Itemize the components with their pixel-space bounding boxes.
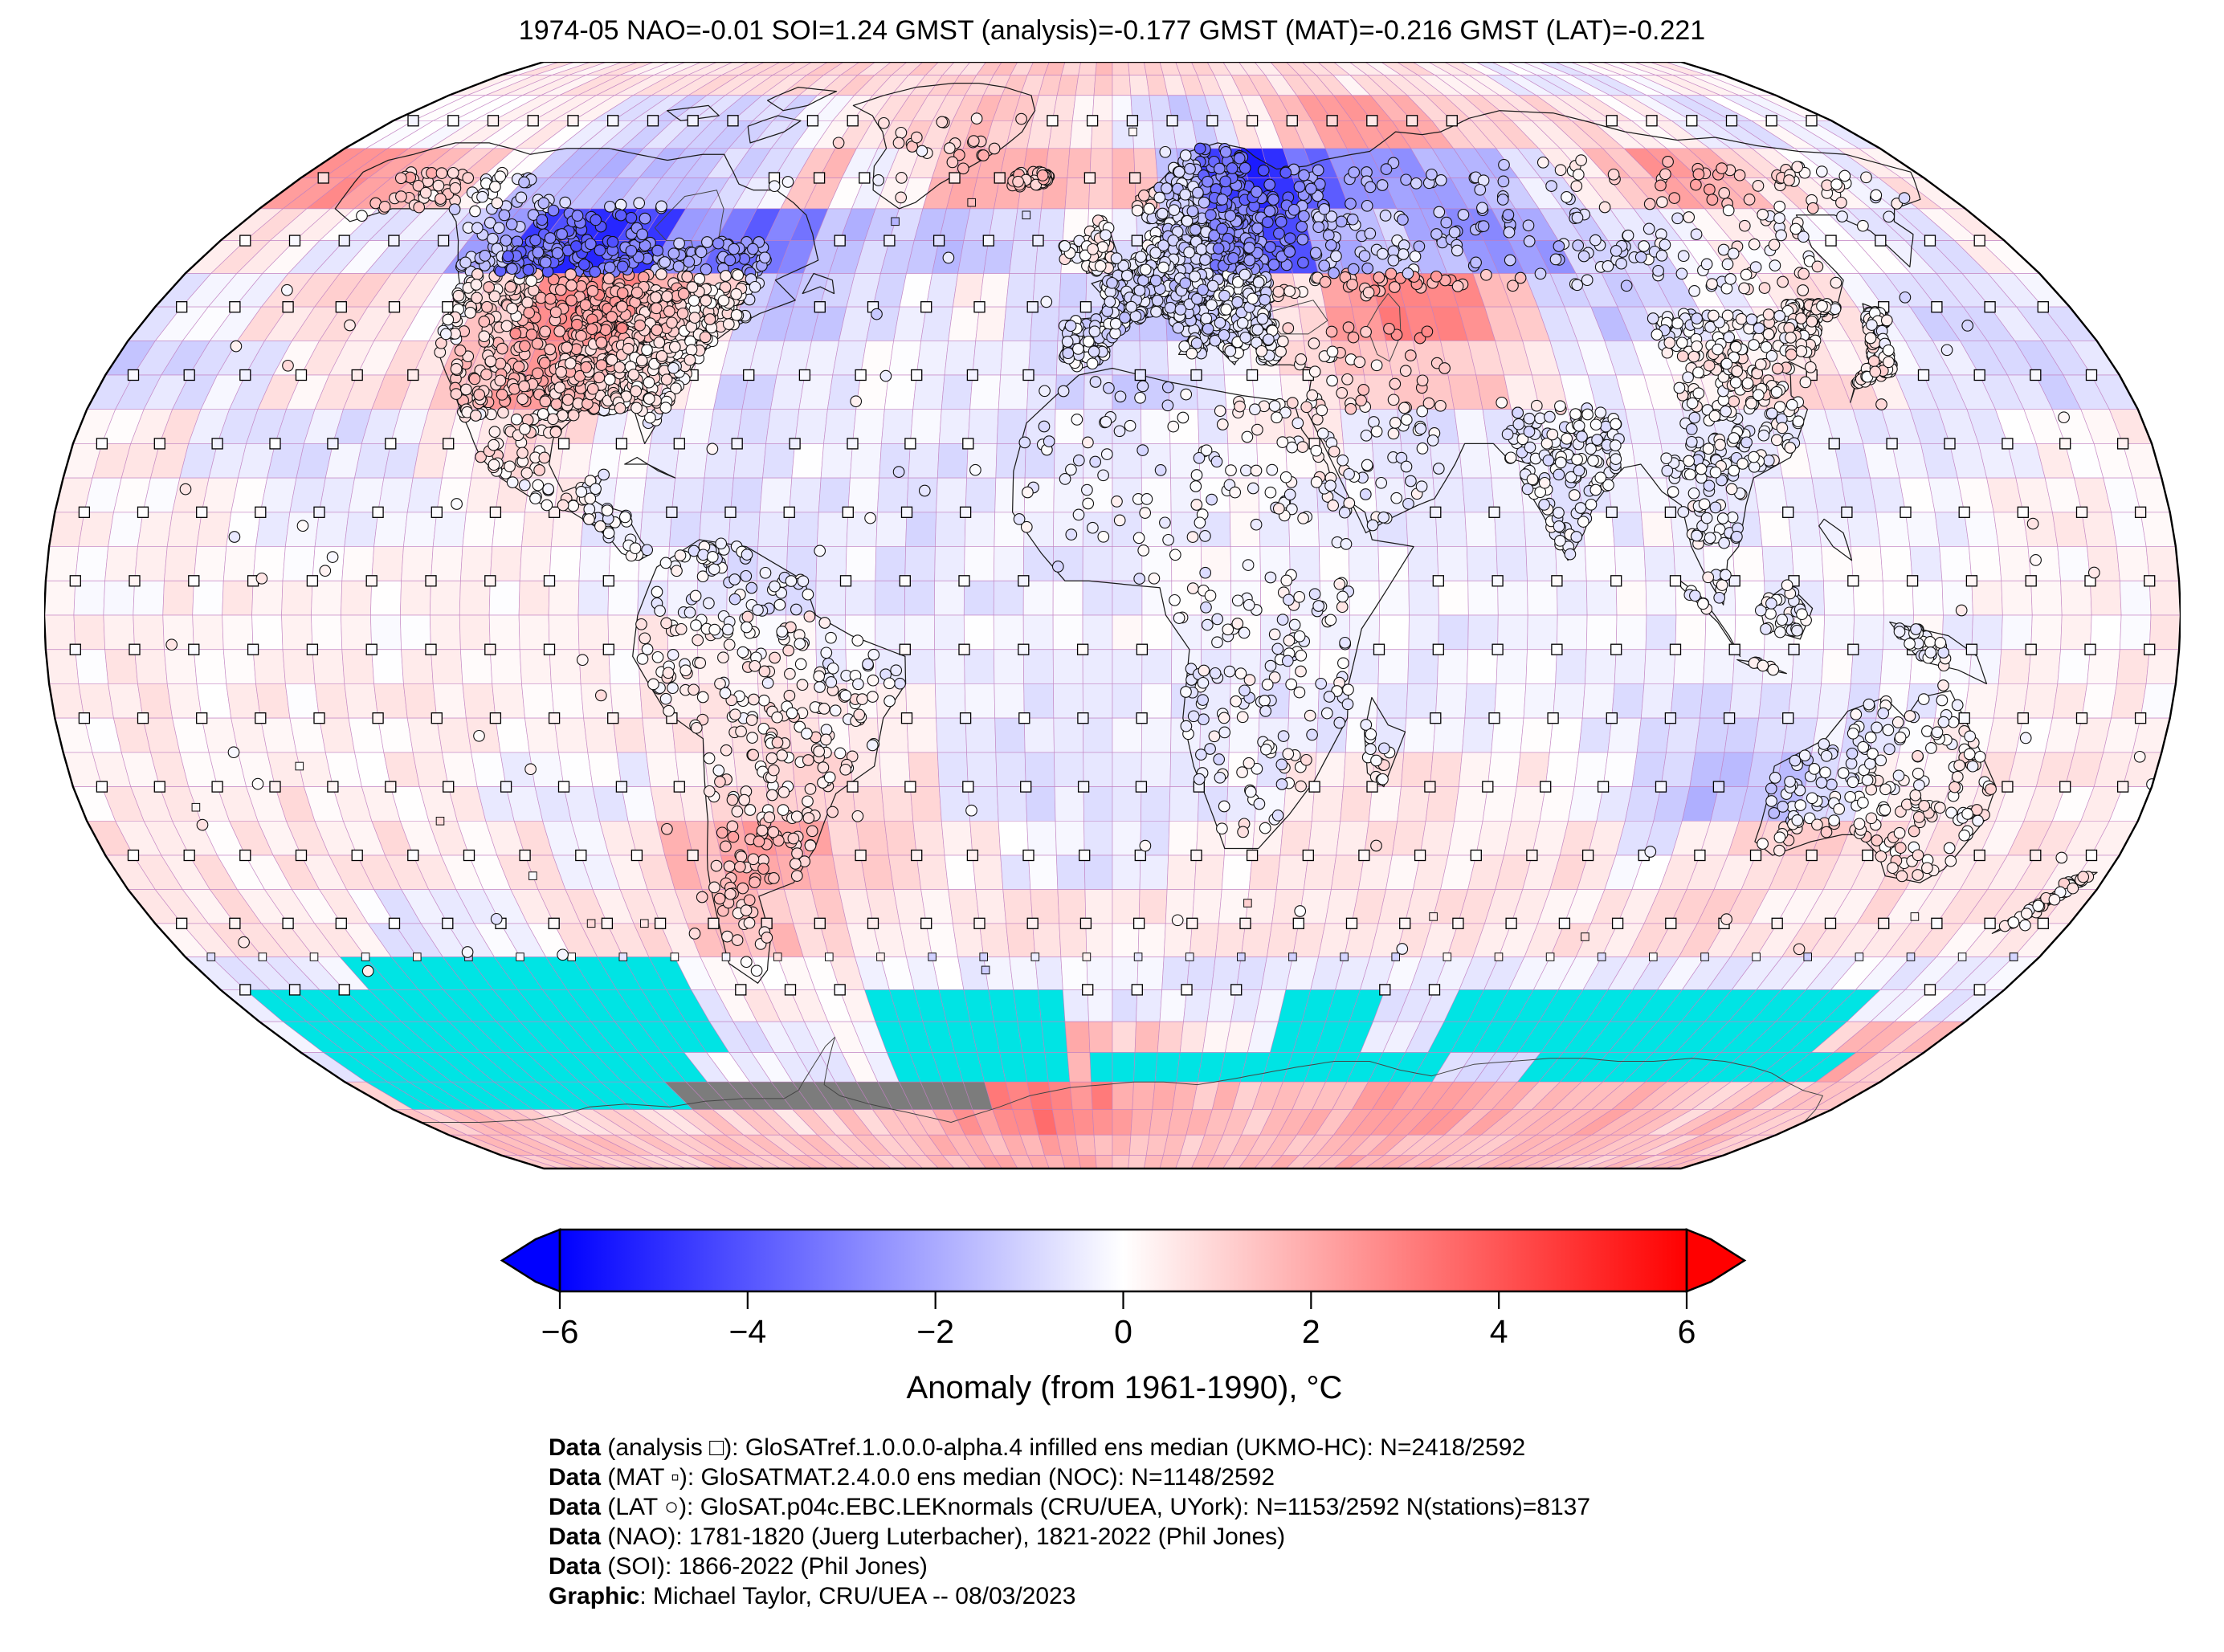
footer-line-label: Data — [549, 1464, 602, 1491]
data-attribution-block: Data (analysis □): GloSATref.1.0.0.0-alp… — [549, 1433, 1590, 1611]
colorbar-right-arrow — [1685, 1228, 1747, 1293]
colorbar-gradient — [560, 1230, 1687, 1291]
footer-line: Data (SOI): 1866-2022 (Phil Jones) — [549, 1552, 1590, 1581]
footer-line: Data (MAT ▫): GloSATMAT.2.4.0.0 ens medi… — [549, 1462, 1590, 1492]
footer-line: Data (LAT ○): GloSAT.p04c.EBC.LEKnormals… — [549, 1492, 1590, 1522]
colorbar: −6 −4 −2 0 2 4 6 — [500, 1228, 1747, 1350]
colorbar-tick-label: 2 — [1302, 1313, 1320, 1350]
footer-line-text: (MAT ▫): GloSATMAT.2.4.0.0 ens median (N… — [601, 1464, 1275, 1491]
mat-square-markers — [191, 127, 2018, 975]
footer-line-label: Data — [549, 1553, 602, 1580]
footer-line-label: Data — [549, 1434, 602, 1461]
map-outline — [44, 62, 2181, 1170]
footer-line: Graphic: Michael Taylor, CRU/UEA -- 08/0… — [549, 1581, 1590, 1611]
colorbar-tick-label: −6 — [541, 1313, 579, 1350]
figure-title: 1974-05 NAO=-0.01 SOI=1.24 GMST (analysi… — [518, 15, 1706, 46]
station-circle-markers — [165, 112, 2158, 977]
anomaly-cells — [44, 62, 2181, 1169]
analysis-square-markers — [69, 115, 2156, 996]
footer-line-text: : Michael Taylor, CRU/UEA -- 08/03/2023 — [639, 1583, 1076, 1609]
footer-line-text: (LAT ○): GloSAT.p04c.EBC.LEKnormals (CRU… — [601, 1494, 1591, 1520]
world-anomaly-map — [44, 62, 2181, 1170]
colorbar-tick-label: −4 — [728, 1313, 766, 1350]
colorbar-tick-label: 6 — [1678, 1313, 1696, 1350]
footer-line-label: Data — [549, 1494, 602, 1520]
colorbar-axis-label: Anomaly (from 1961-1990), °C — [906, 1370, 1343, 1405]
footer-line-label: Data — [549, 1524, 602, 1550]
footer-line-text: (analysis □): GloSATref.1.0.0.0-alpha.4 … — [601, 1434, 1526, 1461]
footer-line: Data (analysis □): GloSATref.1.0.0.0-alp… — [549, 1433, 1590, 1462]
colorbar-tick-label: 0 — [1114, 1313, 1132, 1350]
colorbar-tick-label: −2 — [916, 1313, 954, 1350]
map-content — [44, 62, 2181, 1169]
footer-line: Data (NAO): 1781-1820 (Juerg Luterbacher… — [549, 1522, 1590, 1552]
colorbar-left-arrow — [500, 1228, 561, 1293]
footer-line-label: Graphic — [549, 1583, 640, 1609]
footer-line-text: (NAO): 1781-1820 (Juerg Luterbacher), 18… — [601, 1524, 1286, 1550]
colorbar-tick-label: 4 — [1490, 1313, 1508, 1350]
footer-line-text: (SOI): 1866-2022 (Phil Jones) — [601, 1553, 928, 1580]
